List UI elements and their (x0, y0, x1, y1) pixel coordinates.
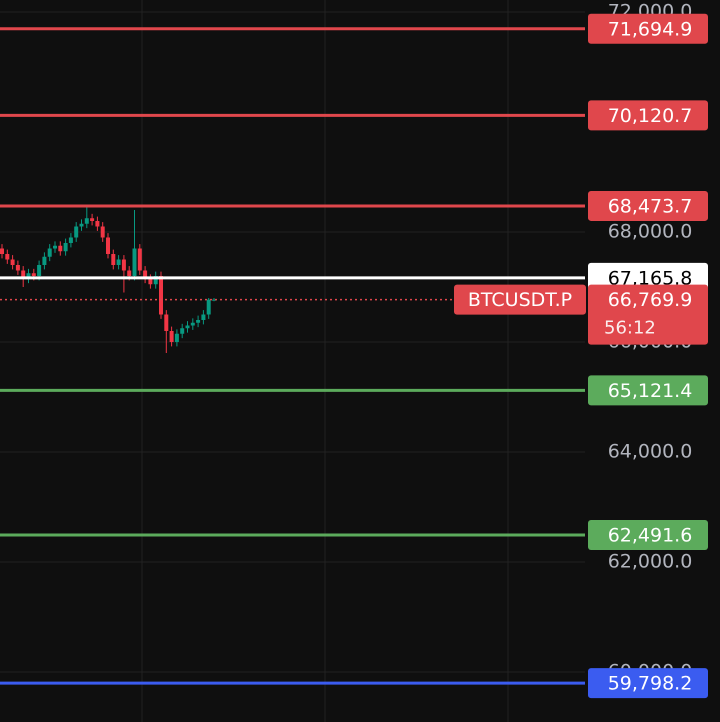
candle-body (116, 259, 121, 265)
y-tick-label: 64,000.0 (608, 440, 693, 462)
candle-body (180, 328, 185, 334)
candle-body (169, 330, 174, 342)
candle-body (148, 278, 153, 285)
candle-body (15, 264, 20, 271)
candle-body (0, 248, 4, 254)
level-label: 70,120.7 (608, 105, 693, 127)
level-label: 71,694.9 (608, 18, 693, 40)
candle-body (26, 273, 31, 279)
last-price-label-bg (588, 284, 708, 345)
candle-body (159, 275, 163, 315)
candle-body (137, 248, 142, 271)
level-label: 65,121.4 (608, 380, 693, 402)
candle-body (121, 259, 126, 271)
candle-body (31, 273, 36, 276)
candle-body (74, 226, 79, 238)
candle-body (47, 248, 52, 257)
candle-body (106, 237, 110, 254)
level-label-bg (588, 519, 708, 550)
level-label-bg (588, 13, 708, 44)
level-label-bg (588, 190, 708, 221)
candle-body (100, 226, 105, 238)
candle-body (84, 218, 89, 224)
symbol-label: BTCUSDT.P (468, 289, 572, 311)
candle-body (63, 242, 68, 252)
candle-body (206, 299, 211, 315)
symbol-label-bg (454, 284, 586, 315)
candle-body (164, 314, 169, 331)
countdown-label: 56:12 (604, 318, 656, 339)
candle-body (201, 314, 206, 320)
level-label: 59,798.2 (608, 673, 693, 695)
last-price-label: 66,769.9 (608, 289, 693, 311)
y-tick-label: 62,000.0 (608, 551, 693, 573)
candle-body (111, 253, 116, 265)
candle-body (196, 319, 201, 323)
candle-body (79, 223, 84, 227)
candle-body (185, 325, 190, 329)
candle-body (132, 248, 137, 276)
candle-body (127, 270, 132, 276)
vertical-grid (141, 0, 509, 722)
candle-body (37, 264, 42, 276)
candle-body (21, 270, 26, 279)
candle-body (68, 237, 73, 243)
candle-body (153, 275, 158, 285)
level-label: 67,165.8 (608, 267, 693, 289)
y-tick-label: 68,000.0 (608, 220, 693, 242)
level-label: 68,473.7 (608, 195, 693, 217)
candle-body (95, 220, 100, 227)
level-label-bg (588, 100, 708, 131)
level-label-bg (588, 375, 708, 406)
candle-body (90, 218, 95, 221)
candle-body (10, 259, 15, 265)
candle-body (190, 322, 195, 326)
level-label: 62,491.6 (608, 524, 693, 546)
candle-body (53, 245, 57, 249)
level-label-bg (588, 668, 708, 699)
candle-body (212, 299, 216, 301)
candle-body (42, 256, 47, 265)
candle-body (174, 333, 179, 342)
candle-body (5, 253, 10, 260)
candle-body (58, 245, 63, 252)
candle-body (143, 270, 148, 279)
